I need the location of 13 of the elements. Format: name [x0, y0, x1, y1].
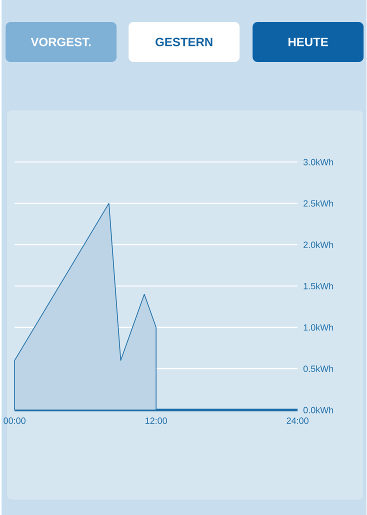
y-tick-label: 0.0kWh — [304, 406, 334, 414]
y-tick-label: 3.0kWh — [304, 158, 334, 166]
text: GESTERN — [156, 38, 212, 46]
x-tick-label: 24:00 — [286, 418, 309, 424]
y-tick-label: 1.0kWh — [304, 324, 334, 331]
x-tick-label: 00:00 — [4, 418, 26, 424]
y-tick-label: 2.0kWh — [304, 241, 334, 248]
text: HEUTE — [288, 38, 328, 46]
y-tick-label: 2.5kWh — [304, 200, 334, 207]
y-tick-label: 0.5kWh — [304, 365, 334, 372]
y-tick-label: 1.5kWh — [304, 282, 334, 290]
text: VORGEST. — [31, 38, 91, 46]
x-tick-label: 12:00 — [146, 418, 168, 424]
